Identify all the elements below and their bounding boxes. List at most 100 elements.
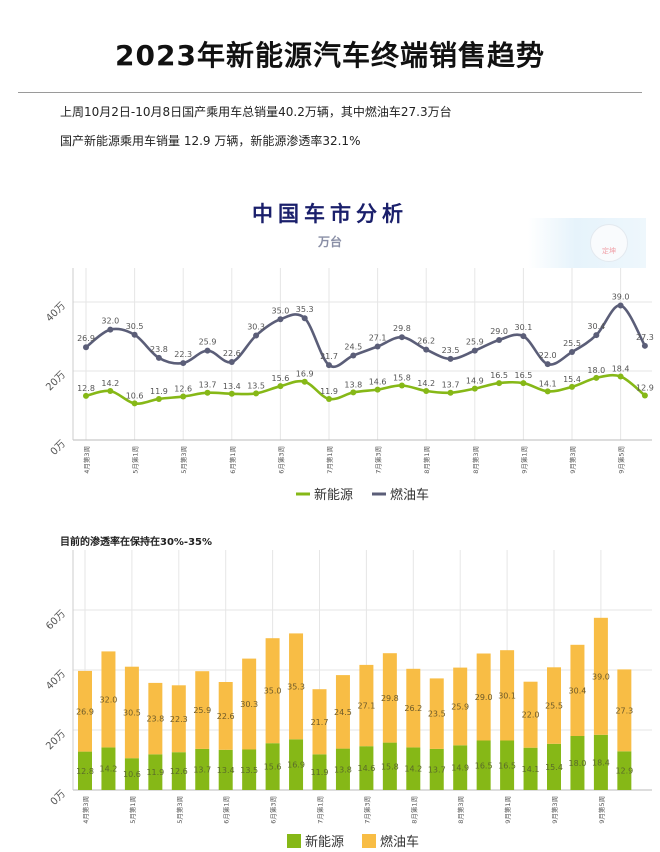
bar-nev xyxy=(265,743,280,790)
bar-nev xyxy=(101,747,116,790)
bar-label-nev: 14.1 xyxy=(522,765,540,774)
data-label: 32.0 xyxy=(101,317,119,326)
data-point xyxy=(301,378,308,385)
bar-ice xyxy=(547,667,561,744)
bar-label-ice: 32.0 xyxy=(100,695,118,704)
data-label: 12.8 xyxy=(77,384,95,393)
data-point xyxy=(180,393,187,400)
y-tick-label: 0万 xyxy=(49,788,68,807)
y-tick-label: 20万 xyxy=(44,728,68,752)
data-label: 18.0 xyxy=(587,366,605,375)
bar-ice xyxy=(124,666,139,759)
bar-nev xyxy=(406,747,421,790)
data-point xyxy=(326,395,332,402)
data-label: 35.0 xyxy=(271,306,289,315)
bar-nev xyxy=(570,736,585,790)
legend-label-nev: 新能源 xyxy=(305,834,344,850)
bar-ice xyxy=(195,671,210,749)
data-point xyxy=(593,332,600,339)
bar-label-ice: 21.7 xyxy=(311,718,329,727)
data-label: 16.9 xyxy=(296,370,314,379)
bar-nev xyxy=(476,740,491,790)
data-point xyxy=(544,361,551,368)
bar-ice xyxy=(617,669,632,752)
bar-label-ice: 26.2 xyxy=(404,704,422,713)
data-label: 13.8 xyxy=(344,380,362,389)
data-label: 13.5 xyxy=(247,381,265,390)
bar-nev xyxy=(453,745,468,790)
series-line-nev xyxy=(85,373,646,405)
bar-label-ice: 27.3 xyxy=(615,706,633,715)
data-label: 25.9 xyxy=(199,338,217,347)
bar-label-nev: 12.8 xyxy=(76,767,94,776)
legend-label-ice: 燃油车 xyxy=(390,487,429,503)
x-tick-label: 8月第1周 xyxy=(422,446,431,474)
bar-label-nev: 14.9 xyxy=(451,764,469,773)
bar-label-ice: 35.0 xyxy=(264,687,282,696)
bar-chart-note: 目前的渗透率在保持在30%-35% xyxy=(60,537,213,548)
data-point xyxy=(569,383,575,390)
bar-ice xyxy=(78,670,92,752)
data-label: 14.2 xyxy=(101,379,119,388)
bar-ice xyxy=(312,689,327,755)
bar-label-nev: 16.9 xyxy=(287,761,305,770)
x-tick-label: 9月第1周 xyxy=(519,446,528,474)
data-label: 39.0 xyxy=(612,292,630,301)
x-tick-label: 5月第3周 xyxy=(179,446,188,474)
data-label: 25.9 xyxy=(466,338,484,347)
bar-ice xyxy=(406,668,421,748)
bar-ice xyxy=(359,664,374,747)
bar-label-ice: 27.1 xyxy=(357,702,375,711)
bar-ice xyxy=(265,638,280,744)
legend-swatch-ice xyxy=(362,834,376,848)
data-point xyxy=(496,336,503,343)
x-tick-label: 7月第3周 xyxy=(374,446,383,474)
data-label: 14.9 xyxy=(466,377,484,386)
x-tick-label: 9月第5周 xyxy=(597,796,606,824)
page-title: 2023年新能源汽车终端销售趋势 xyxy=(115,39,545,72)
bar-nev xyxy=(124,758,139,790)
y-tick-label: 60万 xyxy=(44,608,68,632)
data-point xyxy=(374,386,381,393)
data-label: 15.6 xyxy=(271,374,289,383)
bar-ice xyxy=(148,682,163,755)
data-point xyxy=(301,315,308,322)
title-divider xyxy=(18,92,642,93)
data-label: 11.9 xyxy=(320,387,338,396)
bar-label-ice: 25.9 xyxy=(193,706,211,715)
bar-label-nev: 13.5 xyxy=(240,766,258,775)
bar-nev xyxy=(335,748,350,790)
y-tick-label: 40万 xyxy=(44,668,68,692)
data-point xyxy=(277,316,284,323)
data-label: 12.9 xyxy=(636,383,654,392)
bar-label-ice: 30.3 xyxy=(240,700,258,709)
legend-label-ice: 燃油车 xyxy=(380,834,419,850)
data-point xyxy=(398,334,405,341)
bar-label-ice: 30.1 xyxy=(498,691,516,700)
data-point xyxy=(83,392,89,399)
data-point xyxy=(520,380,527,387)
bar-label-nev: 14.2 xyxy=(404,765,422,774)
x-tick-label: 9月第3周 xyxy=(550,796,559,824)
x-tick-label: 6月第3周 xyxy=(276,446,285,474)
bar-ice xyxy=(570,644,585,736)
x-tick-label: 6月第1周 xyxy=(222,796,231,824)
bar-nev xyxy=(523,747,538,790)
x-tick-label: 5月第1周 xyxy=(131,446,140,474)
x-tick-label: 8月第3周 xyxy=(456,796,465,824)
bar-label-ice: 29.0 xyxy=(475,693,493,702)
legend-swatch-nev xyxy=(287,834,301,848)
bar-nev xyxy=(429,748,444,790)
data-point xyxy=(374,343,381,350)
bar-label-ice: 30.4 xyxy=(569,686,587,695)
bar-label-nev: 13.8 xyxy=(334,765,352,774)
bar-ice xyxy=(171,685,186,753)
bar-label-ice: 22.6 xyxy=(217,712,235,721)
x-tick-label: 7月第1周 xyxy=(316,796,325,824)
bar-ice xyxy=(289,633,304,740)
bar-label-nev: 15.6 xyxy=(264,763,282,772)
bar-nev xyxy=(78,751,92,790)
summary-line-1: 上周10月2日-10月8日国产乘用车总销量40.2万辆，其中燃油车27.3万台 xyxy=(60,105,452,119)
bar-ice xyxy=(429,678,444,749)
bar-label-nev: 15.8 xyxy=(381,762,399,771)
